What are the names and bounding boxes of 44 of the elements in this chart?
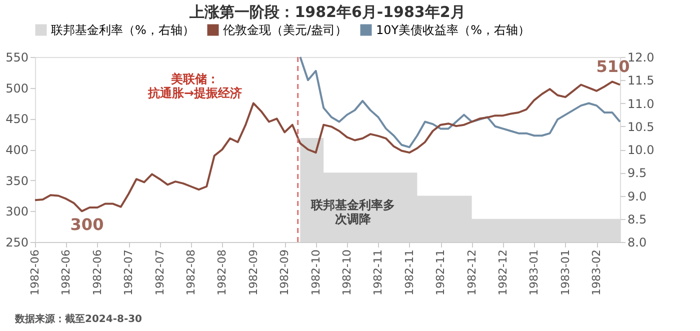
legend-label: 伦敦金现（美元/盎司） <box>223 23 348 37</box>
y-tick-label: 350 <box>6 174 28 188</box>
x-tick-label: 1982-08 <box>216 250 229 296</box>
x-tick-label: 1982-11 <box>372 250 385 296</box>
x-tick-label: 1983-02 <box>590 250 604 296</box>
y2-tick-label: 8.0 <box>628 236 647 250</box>
chart-title: 上涨第一阶段：1982年6月-1983年2月 <box>188 3 466 21</box>
annotation: 510 <box>596 57 630 76</box>
x-tick-label: 1982-09 <box>278 250 292 296</box>
y-tick-label: 400 <box>6 143 28 157</box>
y-tick-label: 500 <box>6 81 28 96</box>
y-tick-label: 250 <box>6 236 28 250</box>
x-tick-label: 1982-10 <box>340 250 354 296</box>
y2-tick-label: 9.0 <box>628 189 647 204</box>
y-tick-label: 550 <box>6 50 28 64</box>
y-tick-label: 300 <box>6 204 28 219</box>
y2-tick-label: 10.5 <box>628 120 654 134</box>
x-tick-label: 1983-01 <box>528 250 541 296</box>
y-tick-label: 450 <box>6 112 28 126</box>
x-tick-label: 1982-06 <box>60 250 73 296</box>
x-tick-label: 1982-12 <box>496 250 510 296</box>
legend-label: 10Y美债收益率（%，右轴） <box>376 23 530 37</box>
annotation: 300 <box>70 215 104 234</box>
x-tick-label: 1982-07 <box>122 250 136 296</box>
y2-tick-label: 11.5 <box>628 74 654 88</box>
x-tick-label: 1982-08 <box>184 250 198 296</box>
x-tick-label: 1982-11 <box>402 250 416 296</box>
legend-label: 联邦基金利率（%，右轴） <box>51 23 194 37</box>
y2-tick-label: 12.0 <box>628 50 654 64</box>
x-tick-label: 1982-06 <box>28 250 42 296</box>
annotation: 联邦基金利率多次调降 <box>310 198 395 226</box>
x-tick-label: 1982-09 <box>246 250 260 296</box>
x-tick-label: 1983-01 <box>558 250 572 296</box>
x-tick-label: 1982-07 <box>153 250 166 296</box>
y2-tick-label: 11.0 <box>628 96 654 111</box>
y2-tick-label: 9.5 <box>628 166 647 180</box>
y2-tick-label: 8.5 <box>628 212 647 226</box>
x-tick-label: 1982-06 <box>90 250 104 296</box>
x-tick-label: 1982-10 <box>309 250 322 296</box>
y2-tick-label: 10.0 <box>628 143 654 157</box>
annotation: 美联储：抗通胀→提振经济 <box>146 72 242 100</box>
x-tick-label: 1982-11 <box>434 250 448 296</box>
x-tick-label: 1982-12 <box>465 250 478 296</box>
source-note: 数据来源：截至2024-8-30 <box>14 313 142 325</box>
